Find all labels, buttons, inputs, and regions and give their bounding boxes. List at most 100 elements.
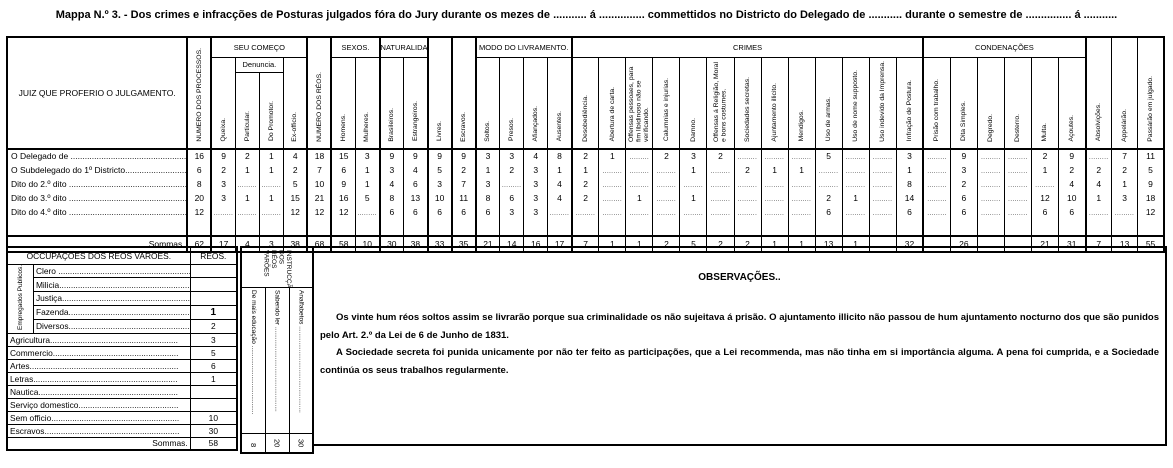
table-cell: 9: [379, 148, 405, 163]
table-cell: 3: [475, 148, 501, 163]
table-cell: .........: [258, 204, 284, 219]
column-header: Ajuntamento illicito.: [760, 56, 789, 149]
column-header: Uso de armas.: [814, 56, 843, 149]
table-cell: 15: [282, 190, 309, 205]
group-header: SEXOS.: [330, 36, 381, 58]
table-cell: 12: [330, 204, 357, 219]
instruction-values: 8 20 30: [240, 433, 314, 454]
empty-cell-dots: .........: [818, 182, 839, 189]
column-header-label: Prisão com trabalho.: [933, 79, 941, 142]
table-cell: 12: [186, 204, 213, 219]
table-cell: 6: [403, 204, 429, 219]
empty-cell-dots: .........: [656, 196, 677, 203]
table-cell: .........: [787, 148, 816, 163]
table-cell: 8: [895, 176, 925, 191]
table-cell: 9: [949, 148, 978, 163]
occupation-value: [189, 263, 238, 279]
empty-cell-dots: .........: [261, 210, 282, 217]
occupation-label: Commercio...............................…: [6, 345, 191, 360]
row-label: O Subdelegado do 1º Districto...........…: [6, 162, 189, 177]
occupation-value: 3: [189, 332, 238, 347]
table-cell: .........: [976, 204, 1005, 219]
table-cell: 10: [306, 176, 333, 191]
table-cell: 15: [330, 148, 357, 163]
table-cell: 11: [451, 190, 477, 205]
column-header: Prisão com trabalho.: [922, 56, 951, 149]
table-cell: .........: [652, 204, 681, 219]
table-cell: 6: [379, 204, 405, 219]
empty-cell-dots: .........: [927, 168, 947, 175]
table-cell: .........: [706, 204, 735, 219]
occupations-sommas-value: 58: [189, 436, 238, 451]
empty-cell-dots: .........: [237, 182, 258, 189]
column-header: Sociedades secretas.: [733, 56, 762, 149]
instruction-header: INSTRUCÇÃO DOS RÉOS VARÕES: [240, 246, 314, 288]
table-cell: 3: [523, 162, 549, 177]
table-cell: 8: [186, 176, 213, 191]
table-cell: .........: [922, 148, 951, 163]
group-header: SEU COMEÇO: [210, 36, 309, 58]
table-cell: 5: [282, 176, 309, 191]
occupations-header: OCCUPAÇÕES DOS RÉOS VARÕES.: [6, 246, 191, 265]
empty-cell-dots: .........: [710, 196, 731, 203]
table-cell: .........: [1003, 190, 1032, 205]
column-header-label: Abertura de carta.: [608, 87, 616, 142]
table-cell: .........: [814, 162, 843, 177]
table-cell: 3: [1111, 190, 1139, 205]
table-cell: .........: [976, 176, 1005, 191]
observations-paragraph: Os vinte hum réos soltos assim se livrar…: [320, 312, 1159, 341]
column-header-label: NUMERO DOS PROCESSOS.: [195, 47, 203, 142]
occupation-label: Justiça.................................…: [32, 291, 191, 306]
empty-cell-dots: .........: [1089, 155, 1109, 161]
column-header: Desobediência.: [571, 56, 600, 149]
occupation-label: Diversos................................…: [32, 318, 191, 334]
column-header: Soltos.: [475, 56, 501, 149]
table-cell: 2: [652, 148, 681, 163]
table-cell: 12: [306, 204, 333, 219]
column-header-label: Brasileiros.: [388, 107, 396, 142]
table-row: O Subdelegado do 1º Districto...........…: [6, 162, 1165, 177]
column-header: Uso indevido da Imprensa.: [868, 56, 897, 149]
empty-cell-dots: .........: [575, 210, 596, 217]
column-header: Mendigos.: [787, 56, 816, 149]
reos-header: RÉOS.: [189, 246, 238, 265]
column-header: Queixa.: [210, 56, 236, 149]
empty-cell-dots: .........: [629, 182, 650, 189]
occupation-value: 2: [189, 318, 238, 334]
empty-cell-dots: .........: [791, 196, 812, 203]
column-header: Calumnias e injurias.: [652, 56, 681, 149]
group-header: CRIMES: [571, 36, 925, 58]
empty-cell-dots: .........: [710, 182, 731, 189]
table-cell: .........: [499, 176, 525, 191]
table-cell: 12: [1030, 190, 1059, 205]
empty-cell-dots: .........: [764, 210, 785, 217]
column-header: Mulheres.: [355, 56, 381, 149]
occupation-label: Serviço domestico.......................…: [6, 397, 191, 412]
empty-cell-dots: .........: [845, 210, 866, 217]
table-cell: 3: [210, 176, 236, 191]
table-cell: 10: [427, 190, 453, 205]
table-cell: 6: [427, 204, 453, 219]
table-cell: 1: [679, 190, 708, 205]
group-header: NATURALIDADES.: [379, 36, 429, 58]
empty-cell-dots: .........: [1008, 168, 1028, 175]
occupation-row: Serviço domestico.......................…: [6, 397, 238, 412]
table-cell: 2: [949, 176, 978, 191]
column-header: Livres.: [427, 36, 453, 149]
empty-cell-dots: .........: [602, 168, 623, 175]
column-header: Offensas pessoaes, para fim libidinoso n…: [625, 56, 654, 149]
instruction-table: INSTRUCÇÃO DOS RÉOS VARÕES De mais educaç…: [240, 246, 315, 454]
table-cell: .........: [922, 162, 951, 177]
occupation-label: Nautica.................................…: [6, 384, 191, 399]
occupation-value: [189, 384, 238, 399]
table-cell: 9: [427, 148, 453, 163]
column-header: Estrangeiros.: [403, 56, 429, 149]
table-cell: 3: [210, 190, 236, 205]
row-label: O Delegado de ..........................…: [6, 148, 189, 163]
table-cell: 9: [1137, 176, 1165, 191]
empty-cell-dots: .........: [764, 196, 785, 203]
table-cell: .........: [210, 204, 236, 219]
table-cell: .........: [598, 176, 627, 191]
occupation-group-label: Empregados Publicos.: [6, 263, 34, 334]
occupation-label: Clero ..................................…: [32, 263, 191, 279]
